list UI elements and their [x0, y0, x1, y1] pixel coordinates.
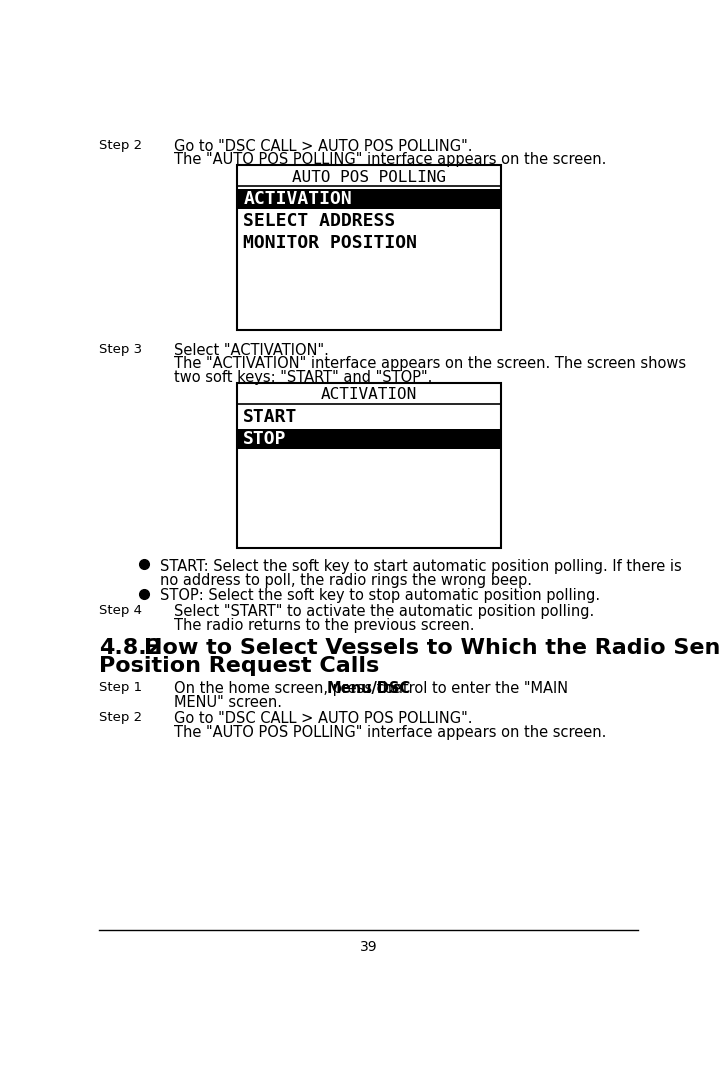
Text: START: Select the soft key to start automatic position polling. If there is: START: Select the soft key to start auto… — [160, 559, 682, 574]
Text: Step 3: Step 3 — [99, 343, 142, 356]
Text: control to enter the "MAIN: control to enter the "MAIN — [372, 681, 568, 695]
Text: How to Select Vessels to Which the Radio Sends Auto: How to Select Vessels to Which the Radio… — [144, 638, 719, 657]
Text: Position Request Calls: Position Request Calls — [99, 656, 380, 676]
Text: The "AUTO POS POLLING" interface appears on the screen.: The "AUTO POS POLLING" interface appears… — [173, 152, 606, 167]
Bar — [237, 382, 500, 548]
Text: Go to "DSC CALL > AUTO POS POLLING".: Go to "DSC CALL > AUTO POS POLLING". — [173, 711, 472, 726]
Text: MENU" screen.: MENU" screen. — [173, 694, 282, 709]
Text: Step 2: Step 2 — [99, 138, 142, 151]
Text: 4.8.2: 4.8.2 — [99, 638, 162, 657]
Text: two soft keys: "START" and "STOP".: two soft keys: "START" and "STOP". — [173, 371, 432, 386]
Text: START: START — [243, 408, 298, 426]
Text: no address to poll, the radio rings the wrong beep.: no address to poll, the radio rings the … — [160, 573, 531, 588]
Text: The "ACTIVATION" interface appears on the screen. The screen shows: The "ACTIVATION" interface appears on th… — [173, 357, 686, 372]
Text: Step 2: Step 2 — [99, 711, 142, 724]
Text: STOP: STOP — [243, 430, 287, 448]
Text: Menu/DSC: Menu/DSC — [327, 681, 411, 695]
Text: 39: 39 — [360, 940, 377, 954]
Text: On the home screen, press the: On the home screen, press the — [173, 681, 405, 695]
Bar — [238, 190, 500, 210]
Bar — [237, 165, 500, 330]
Text: Select "START" to activate the automatic position polling.: Select "START" to activate the automatic… — [173, 604, 594, 619]
Text: Step 4: Step 4 — [99, 604, 142, 617]
Text: MONITOR POSITION: MONITOR POSITION — [243, 233, 417, 251]
Text: The "AUTO POS POLLING" interface appears on the screen.: The "AUTO POS POLLING" interface appears… — [173, 725, 606, 740]
Text: ACTIVATION: ACTIVATION — [321, 388, 417, 403]
Text: The radio returns to the previous screen.: The radio returns to the previous screen… — [173, 618, 474, 633]
Bar — [238, 429, 500, 448]
Text: Step 1: Step 1 — [99, 681, 142, 693]
Text: AUTO POS POLLING: AUTO POS POLLING — [292, 169, 446, 184]
Text: STOP: Select the soft key to stop automatic position polling.: STOP: Select the soft key to stop automa… — [160, 588, 600, 603]
Text: Select "ACTIVATION".: Select "ACTIVATION". — [173, 343, 329, 358]
Text: ACTIVATION: ACTIVATION — [243, 191, 352, 209]
Text: Go to "DSC CALL > AUTO POS POLLING".: Go to "DSC CALL > AUTO POS POLLING". — [173, 138, 472, 153]
Text: SELECT ADDRESS: SELECT ADDRESS — [243, 212, 395, 230]
